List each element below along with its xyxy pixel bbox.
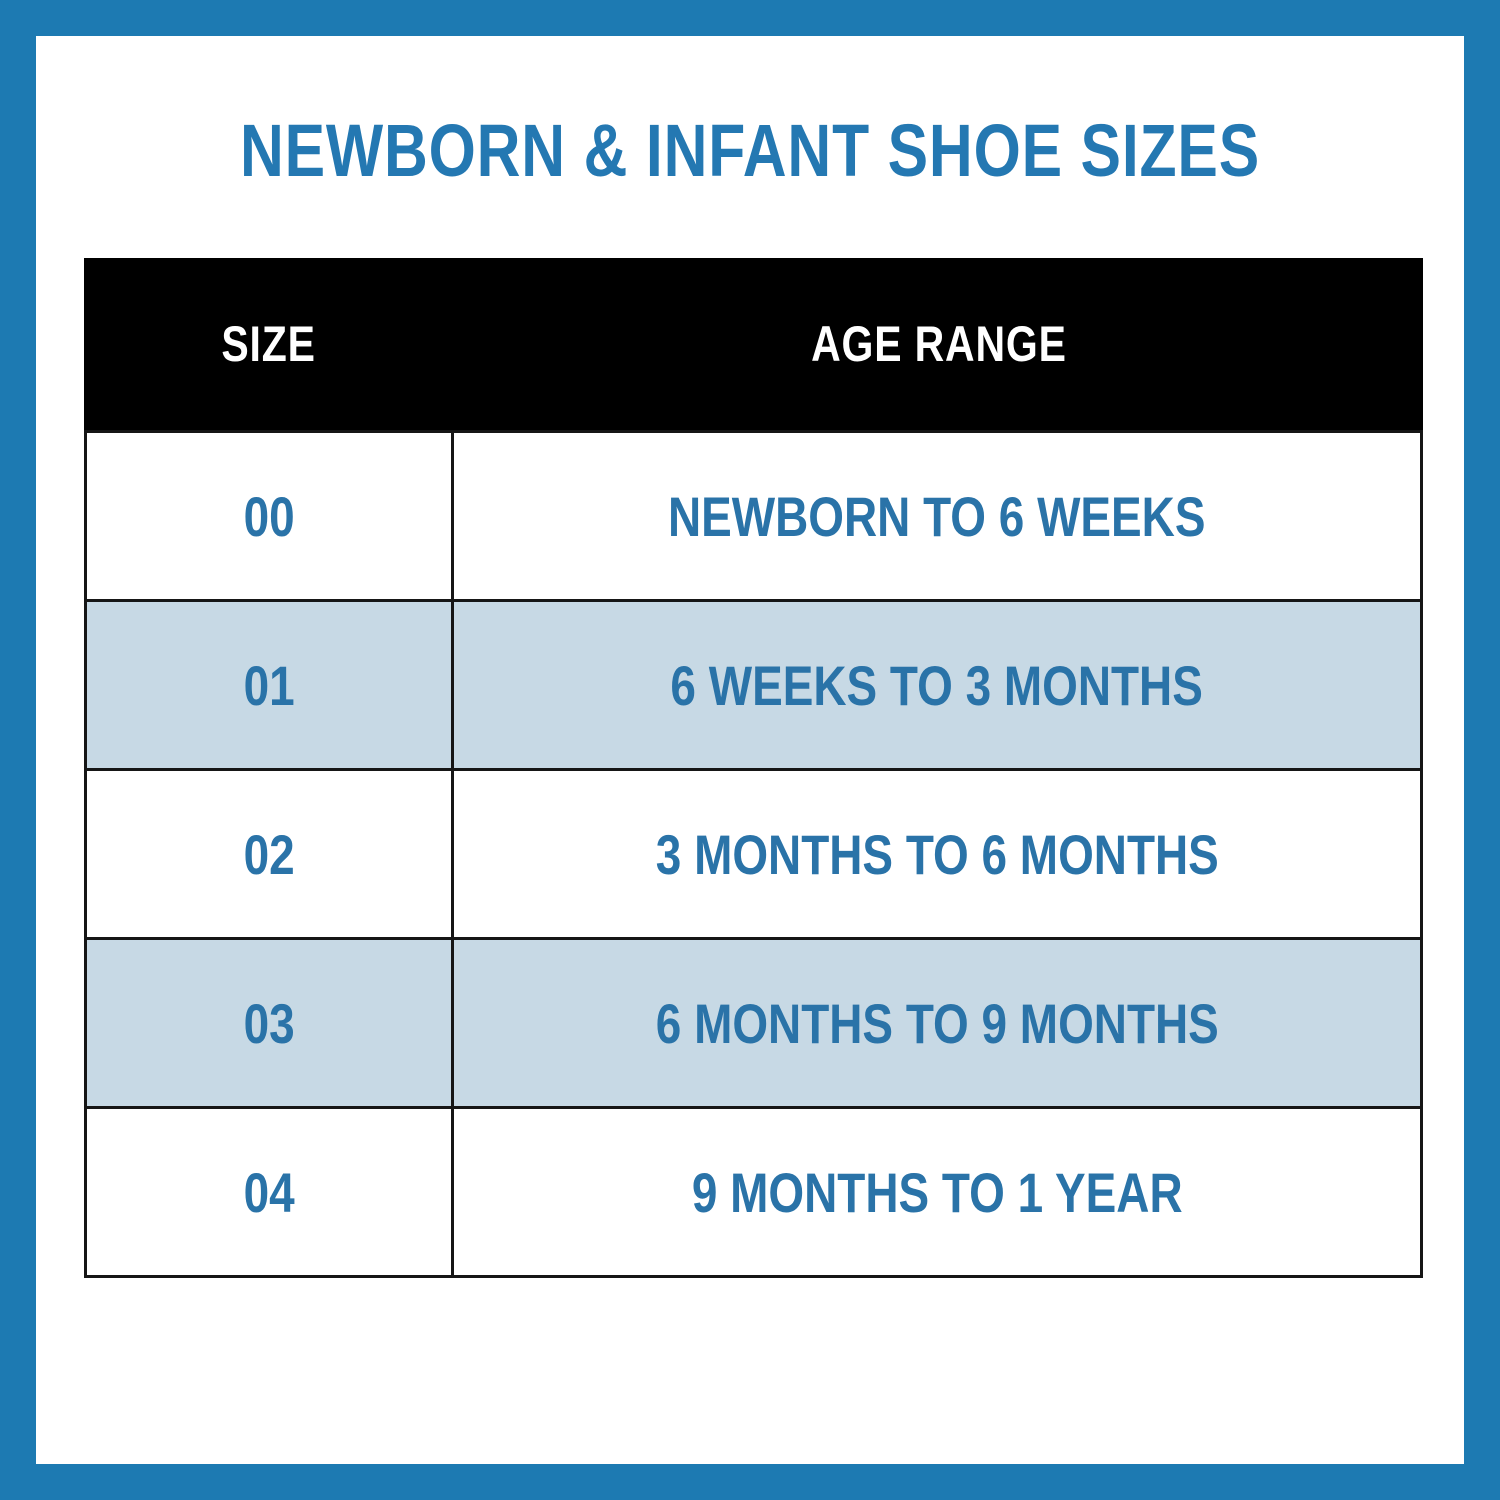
header-cell-size: SIZE (84, 258, 454, 430)
table-row: 00 NEWBORN TO 6 WEEKS (87, 430, 1420, 599)
size-value: 03 (243, 991, 295, 1055)
age-range-value: 9 MONTHS TO 1 YEAR (691, 1160, 1183, 1224)
table-row: 01 6 WEEKS TO 3 MONTHS (87, 599, 1420, 768)
age-range-value: 6 MONTHS TO 9 MONTHS (655, 991, 1219, 1055)
table-row: 04 9 MONTHS TO 1 YEAR (87, 1106, 1420, 1275)
age-range-value: 3 MONTHS TO 6 MONTHS (655, 822, 1219, 886)
age-range-value: NEWBORN TO 6 WEEKS (668, 484, 1206, 548)
size-cell: 01 (87, 602, 454, 768)
size-chart-table: SIZE AGE RANGE 00 NEWBORN TO 6 WEEKS 01 … (84, 258, 1423, 1278)
size-cell: 04 (87, 1109, 454, 1275)
age-range-cell: 9 MONTHS TO 1 YEAR (454, 1109, 1420, 1275)
size-value: 00 (243, 484, 295, 548)
header-label-size: SIZE (221, 316, 317, 372)
header-label-age-range: AGE RANGE (810, 316, 1067, 372)
size-value: 01 (243, 653, 295, 717)
table-row: 03 6 MONTHS TO 9 MONTHS (87, 937, 1420, 1106)
age-range-cell: 6 WEEKS TO 3 MONTHS (454, 602, 1420, 768)
header-cell-age-range: AGE RANGE (454, 258, 1423, 430)
page-title: NEWBORN & INFANT SHOE SIZES (239, 109, 1261, 192)
table-row: 02 3 MONTHS TO 6 MONTHS (87, 768, 1420, 937)
size-value: 02 (243, 822, 295, 886)
size-cell: 02 (87, 771, 454, 937)
title-area: NEWBORN & INFANT SHOE SIZES (36, 108, 1464, 193)
age-range-cell: 3 MONTHS TO 6 MONTHS (454, 771, 1420, 937)
size-value: 04 (243, 1160, 295, 1224)
age-range-value: 6 WEEKS TO 3 MONTHS (670, 653, 1204, 717)
size-cell: 00 (87, 433, 454, 599)
age-range-cell: NEWBORN TO 6 WEEKS (454, 433, 1420, 599)
table-header-row: SIZE AGE RANGE (84, 258, 1423, 430)
age-range-cell: 6 MONTHS TO 9 MONTHS (454, 940, 1420, 1106)
size-cell: 03 (87, 940, 454, 1106)
